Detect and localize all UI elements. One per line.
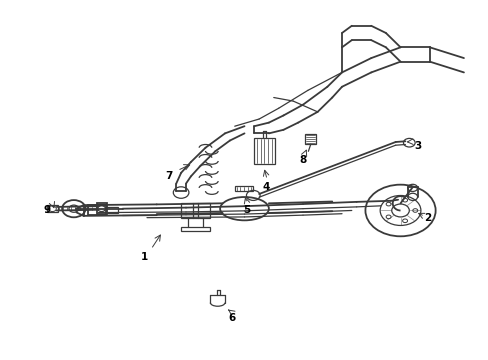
Text: 7: 7	[165, 171, 172, 181]
Bar	[47, 205, 58, 212]
Text: 2: 2	[423, 213, 430, 222]
Bar	[234, 186, 253, 192]
Bar	[88, 205, 105, 215]
Bar	[305, 134, 316, 144]
Bar	[181, 226, 210, 231]
Text: 6: 6	[228, 313, 235, 323]
Text: 5: 5	[243, 206, 250, 216]
Bar	[97, 203, 106, 214]
Text: 3: 3	[413, 141, 420, 151]
Text: 1: 1	[141, 252, 148, 262]
Bar	[254, 138, 274, 164]
Text: 8: 8	[299, 155, 306, 165]
Text: 9: 9	[43, 206, 50, 216]
Bar	[105, 207, 118, 213]
Bar	[181, 203, 210, 218]
Text: 4: 4	[262, 182, 269, 192]
